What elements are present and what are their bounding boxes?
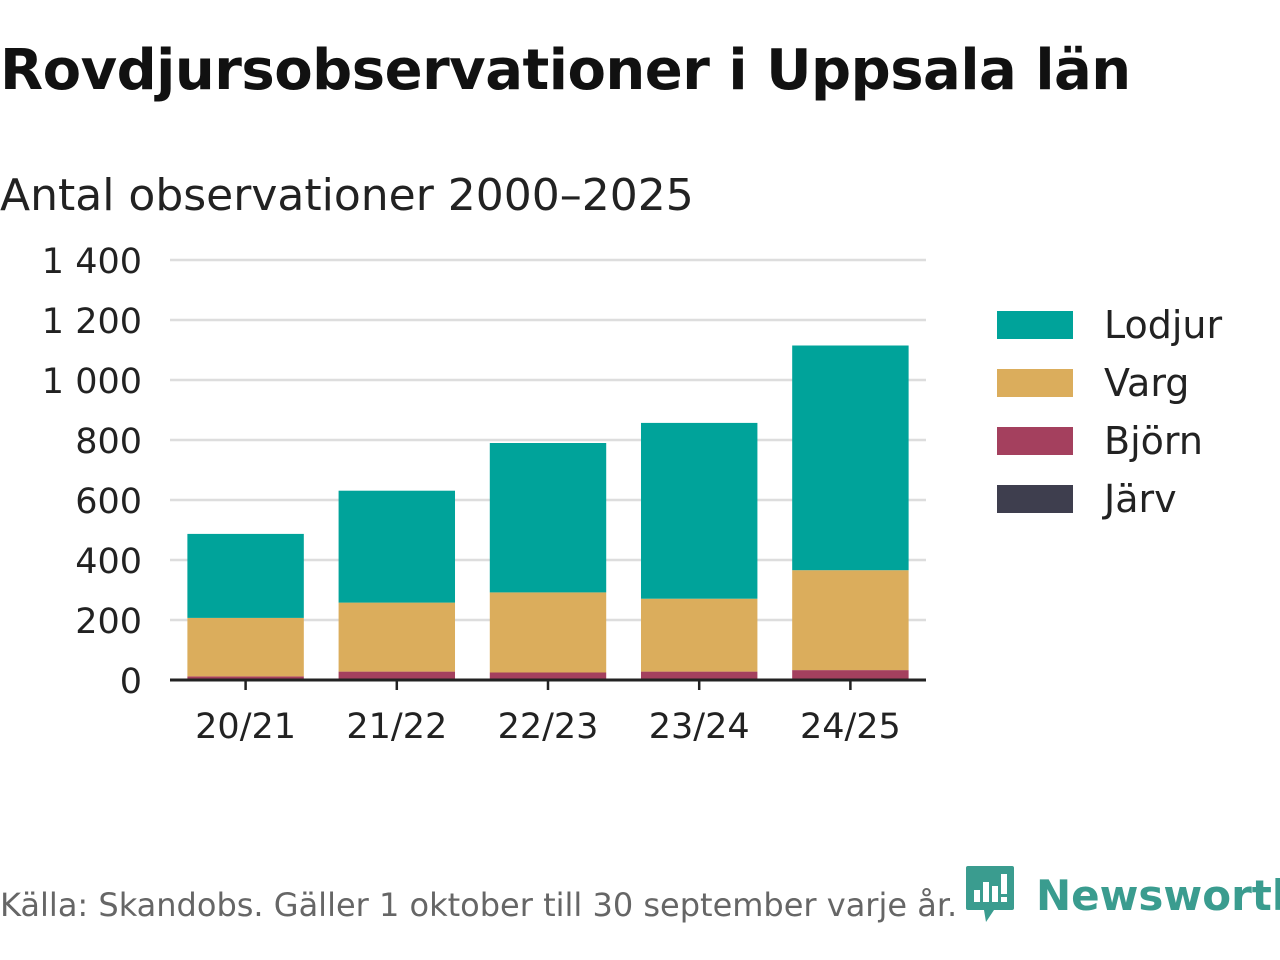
- chart-title: Rovdjursobservationer i Uppsala län: [0, 38, 1131, 103]
- chart-legend: Lodjur Varg Björn Järv: [997, 296, 1222, 528]
- y-tick-label-0: 0: [120, 662, 142, 702]
- bar-lodjur-20-21: [187, 533, 304, 618]
- newsworthy-logo-icon: [966, 866, 1014, 922]
- legend-item-lodjur: Lodjur: [997, 296, 1222, 354]
- bar-varg-20-21: [187, 617, 304, 677]
- bars: [187, 345, 909, 680]
- bar-varg-22-23: [489, 592, 607, 673]
- y-tick-label-1000: 1 000: [42, 362, 142, 402]
- y-tick-label-800: 800: [75, 422, 142, 462]
- legend-label-bjorn: Björn: [1104, 419, 1203, 463]
- bar-bjorn-23-24: [640, 671, 758, 679]
- legend-swatch-jarv: [997, 485, 1073, 513]
- chart-subtitle: Antal observationer 2000–2025: [0, 170, 694, 221]
- bar-lodjur-23-24: [640, 422, 758, 599]
- bar-bjorn-24-25: [792, 670, 909, 680]
- x-axis-ticks: 20/21 21/22 22/23 23/24 24/25: [170, 678, 926, 747]
- legend-item-bjorn: Björn: [997, 412, 1222, 470]
- bar-lodjur-24-25: [792, 345, 909, 571]
- x-tick-label-21-22: 21/22: [346, 707, 447, 747]
- x-tick-label-24-25: 24/25: [800, 707, 901, 747]
- legend-swatch-lodjur: [997, 311, 1073, 339]
- y-tick-label-1400: 1 400: [42, 242, 142, 282]
- bar-lodjur-22-23: [489, 443, 607, 593]
- source-note: Källa: Skandobs. Gäller 1 oktober till 3…: [0, 886, 958, 924]
- x-tick-label-23-24: 23/24: [649, 707, 750, 747]
- brand-logo: Newsworthy: [964, 864, 1280, 926]
- legend-label-lodjur: Lodjur: [1104, 303, 1223, 347]
- y-tick-label-1200: 1 200: [42, 302, 142, 342]
- bar-bjorn-20-21: [187, 676, 304, 680]
- legend-item-jarv: Järv: [997, 470, 1222, 528]
- x-tick-label-22-23: 22/23: [498, 707, 599, 747]
- y-axis-ticks: 0 200 400 600 800 1 000 1 200 1 400: [42, 242, 142, 702]
- bar-varg-21-22: [338, 602, 456, 672]
- y-tick-label-600: 600: [75, 482, 142, 522]
- bar-bjorn-22-23: [489, 672, 607, 680]
- brand-name: Newsworthy: [1036, 870, 1280, 920]
- bar-varg-23-24: [640, 598, 758, 672]
- legend-swatch-bjorn: [997, 427, 1073, 455]
- bar-lodjur-21-22: [338, 490, 456, 603]
- y-tick-label-400: 400: [75, 542, 142, 582]
- legend-label-jarv: Järv: [1104, 477, 1177, 521]
- legend-label-varg: Varg: [1104, 361, 1190, 405]
- bar-bjorn-21-22: [338, 671, 456, 679]
- legend-swatch-varg: [997, 369, 1073, 397]
- y-tick-label-200: 200: [75, 602, 142, 642]
- legend-item-varg: Varg: [997, 354, 1222, 412]
- bar-varg-24-25: [792, 570, 909, 671]
- x-tick-label-20-21: 20/21: [195, 707, 296, 747]
